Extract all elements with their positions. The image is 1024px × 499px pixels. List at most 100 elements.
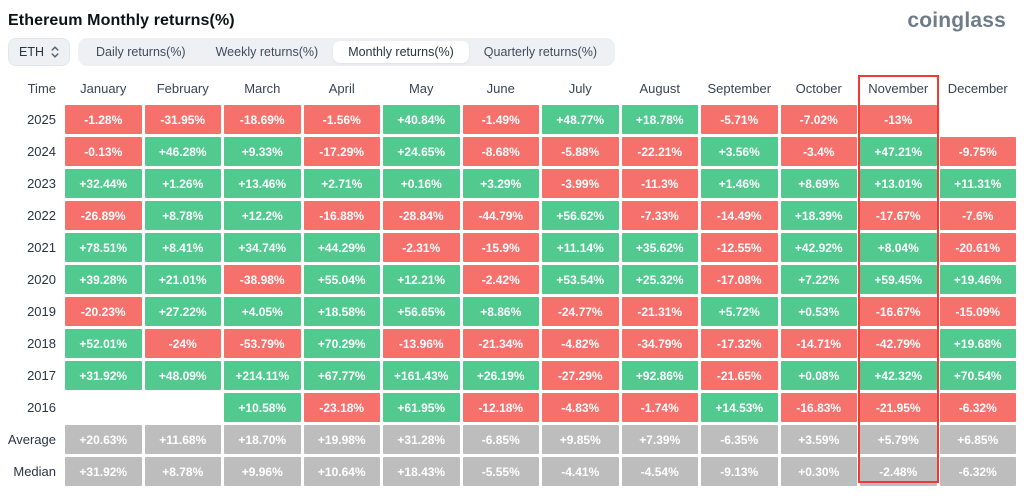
column-header-september: September — [707, 81, 772, 96]
row-label-2016: 2016 — [27, 400, 56, 415]
row-label-2024: 2024 — [27, 144, 56, 159]
return-cell-october-2024: -3.4% — [780, 137, 857, 166]
return-cell-february-median: +8.78% — [144, 457, 221, 486]
row-label-median: Median — [13, 464, 56, 479]
column-header-june: June — [486, 81, 515, 96]
return-cell-august-2023: -11.3% — [621, 169, 698, 198]
return-cell-october-median: +0.30% — [780, 457, 857, 486]
return-cell-june-median: -5.55% — [462, 457, 539, 486]
return-cell-may-2016: +61.95% — [383, 393, 460, 422]
column-header-january: January — [80, 81, 127, 96]
return-cell-november-2016: -21.95% — [860, 393, 937, 422]
return-cell-april-2019: +18.58% — [303, 297, 380, 326]
table-row-2022: 2022 -26.89% +8.78% +12.2% -16.88% -28.84% -44… — [8, 201, 1016, 230]
return-cell-july-2023: -3.99% — [542, 169, 619, 198]
return-cell-march-2018: -53.79% — [224, 329, 301, 358]
table-row-2023: 2023 +32.44% +1.26% +13.46% +2.71% +0.16% +3.2… — [8, 169, 1016, 198]
return-cell-may-2025: +40.84% — [383, 105, 460, 134]
return-cell-april-2016: -23.18% — [303, 393, 380, 422]
return-cell-november-2023: +13.01% — [860, 169, 937, 198]
empty-cell — [145, 393, 222, 422]
return-cell-december-2018: +19.68% — [939, 329, 1016, 358]
return-cell-july-2019: -24.77% — [542, 297, 619, 326]
symbol-select[interactable]: ETH — [8, 38, 70, 66]
table-row-2024: 2024 -0.13% +46.28% +9.33% -17.29% +24.65% -8.… — [8, 137, 1016, 166]
tab-weekly-returns[interactable]: Weekly returns(%) — [201, 41, 334, 63]
return-cell-november-2018: -42.79% — [860, 329, 937, 358]
column-header-april: April — [328, 81, 355, 96]
tab-monthly-returns[interactable]: Monthly returns(%) — [333, 41, 469, 63]
return-cell-march-average: +18.70% — [224, 425, 301, 454]
return-cell-august-2020: +25.32% — [621, 265, 698, 294]
return-cell-november-2021: +8.04% — [860, 233, 937, 262]
tab-daily-returns[interactable]: Daily returns(%) — [81, 41, 201, 63]
return-cell-january-2021: +78.51% — [65, 233, 142, 262]
coinglass-logo: coinglass — [907, 9, 1006, 32]
return-cell-november-2020: +59.45% — [860, 265, 937, 294]
return-cell-july-2018: -4.82% — [542, 329, 619, 358]
return-cell-january-2019: -20.23% — [65, 297, 142, 326]
return-cell-august-2018: -34.79% — [621, 329, 698, 358]
return-cell-june-average: -6.85% — [462, 425, 539, 454]
return-cell-april-2024: -17.29% — [303, 137, 380, 166]
toolbar: ETH Daily returns(%) Weekly returns(%) Mon… — [0, 36, 1024, 66]
row-label-2025: 2025 — [27, 112, 56, 127]
return-cell-january-2024: -0.13% — [65, 137, 142, 166]
row-label-2021: 2021 — [27, 240, 56, 255]
return-cell-june-2022: -44.79% — [462, 201, 539, 230]
table-header-row: Time January February March April May June July… — [8, 75, 1016, 102]
return-cell-september-median: -9.13% — [701, 457, 778, 486]
return-cell-december-2020: +19.46% — [939, 265, 1016, 294]
return-cell-february-2018: -24% — [144, 329, 221, 358]
row-label-2020: 2020 — [27, 272, 56, 287]
return-cell-september-2024: +3.56% — [701, 137, 778, 166]
return-cell-january-2018: +52.01% — [65, 329, 142, 358]
return-cell-february-2019: +27.22% — [144, 297, 221, 326]
return-cell-august-2017: +92.86% — [621, 361, 698, 390]
return-cell-december-2021: -20.61% — [939, 233, 1016, 262]
return-cell-january-2017: +31.92% — [65, 361, 142, 390]
return-cell-march-2023: +13.46% — [224, 169, 301, 198]
return-cell-january-median: +31.92% — [65, 457, 142, 486]
table-row-median: Median +31.92% +8.78% +9.96% +10.64% +18.43% -… — [8, 457, 1016, 486]
column-header-time: Time — [27, 81, 56, 96]
column-header-october: October — [795, 81, 842, 96]
return-cell-december-2016: -6.32% — [939, 393, 1016, 422]
return-cell-october-2016: -16.83% — [780, 393, 857, 422]
page-title: Ethereum Monthly returns(%) — [8, 12, 235, 29]
table-row-2020: 2020 +39.28% +21.01% -38.98% +55.04% +12.21% -… — [8, 265, 1016, 294]
return-cell-june-2019: +8.86% — [462, 297, 539, 326]
return-cell-february-2023: +1.26% — [144, 169, 221, 198]
column-header-august: August — [639, 81, 680, 96]
return-cell-march-2021: +34.74% — [224, 233, 301, 262]
return-cell-may-2020: +12.21% — [383, 265, 460, 294]
tab-quarterly-returns[interactable]: Quarterly returns(%) — [469, 41, 612, 63]
return-cell-august-2019: -21.31% — [621, 297, 698, 326]
empty-cell — [65, 393, 142, 422]
return-cell-october-average: +3.59% — [780, 425, 857, 454]
return-cell-december-average: +6.85% — [939, 425, 1016, 454]
table-row-average: Average +20.63% +11.68% +18.70% +19.98% +31.2… — [8, 425, 1016, 454]
column-header-november: November — [868, 81, 929, 96]
return-cell-june-2023: +3.29% — [462, 169, 539, 198]
return-cell-november-2022: -17.67% — [860, 201, 937, 230]
return-cell-october-2019: +0.53% — [780, 297, 857, 326]
return-cell-april-2017: +67.77% — [303, 361, 380, 390]
table-row-2025: 2025 -1.28% -31.95% -18.69% -1.56% +40.84% -1.… — [8, 105, 1016, 134]
return-cell-february-average: +11.68% — [144, 425, 221, 454]
return-cell-january-2020: +39.28% — [65, 265, 142, 294]
updown-icon — [51, 46, 59, 58]
return-cell-july-2022: +56.62% — [542, 201, 619, 230]
return-cell-august-2024: -22.21% — [621, 137, 698, 166]
monthly-returns-table: Time January February March April May June July… — [0, 75, 1024, 486]
symbol-select-value: ETH — [19, 45, 44, 59]
return-cell-june-2016: -12.18% — [462, 393, 539, 422]
return-cell-august-2021: +35.62% — [621, 233, 698, 262]
return-cell-august-2016: -1.74% — [621, 393, 698, 422]
return-cell-october-2018: -14.71% — [780, 329, 857, 358]
return-cell-may-2021: -2.31% — [383, 233, 460, 262]
return-cell-march-2025: -18.69% — [224, 105, 301, 134]
return-cell-december-2017: +70.54% — [939, 361, 1016, 390]
return-cell-july-2020: +53.54% — [542, 265, 619, 294]
return-cell-september-2022: -14.49% — [701, 201, 778, 230]
